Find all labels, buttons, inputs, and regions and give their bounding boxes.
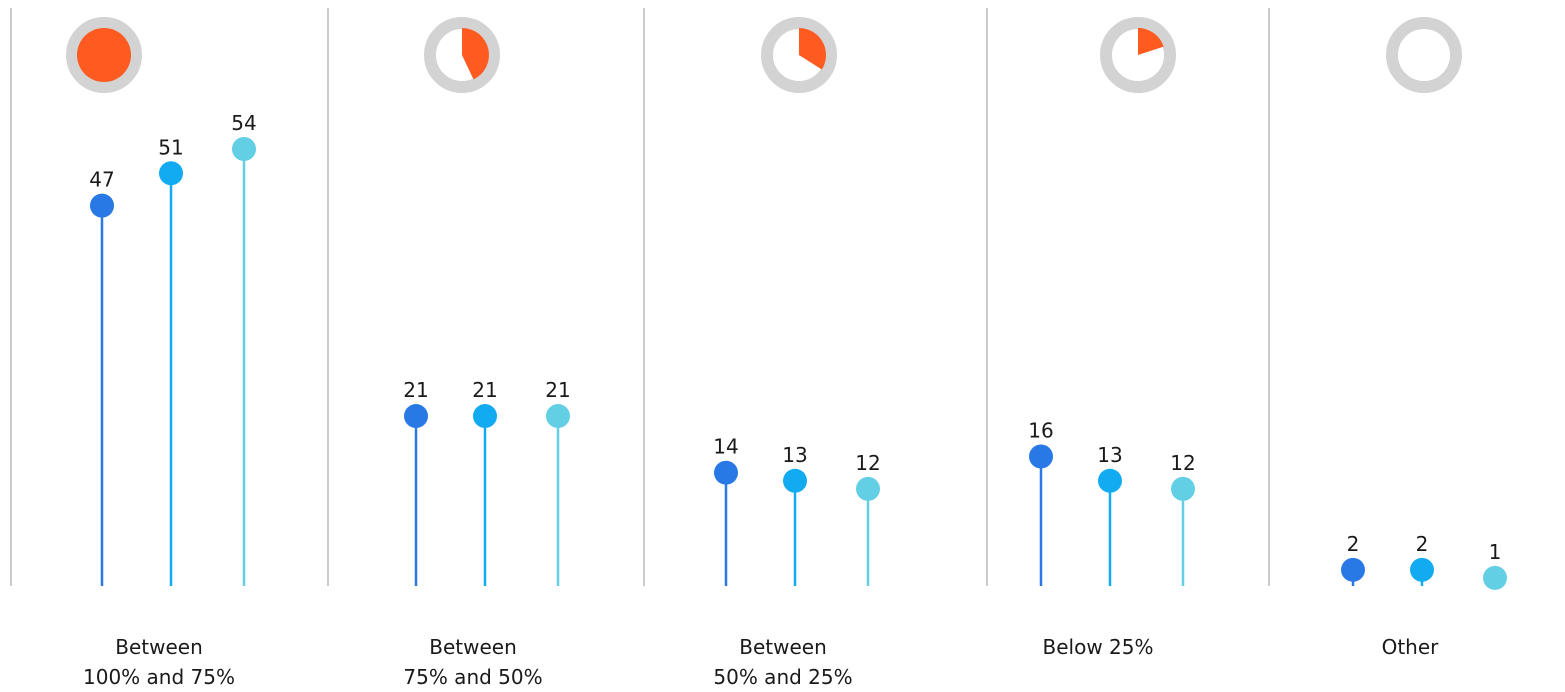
pie-ring-2: [761, 17, 837, 93]
data-label-g2-s1: 13: [782, 443, 807, 467]
lollipop-dot-g3-s2: [1171, 476, 1195, 501]
data-label-g4-s0: 2: [1347, 532, 1360, 556]
pie-ring-0: [66, 17, 142, 93]
data-label-g0-s1: 51: [158, 135, 183, 159]
category-label-1-line-1: 75% and 50%: [403, 665, 542, 688]
pie-ring-4: [1386, 17, 1462, 93]
pie-slice-3: [1138, 28, 1164, 55]
lollipop-dot-g0-s0: [90, 193, 114, 218]
category-label-4-line-0: Other: [1382, 635, 1440, 659]
lollipop-dot-g0-s1: [159, 161, 183, 186]
lollipop-dot-g1-s1: [473, 404, 497, 429]
lollipop-dot-g2-s1: [783, 468, 807, 493]
data-label-g1-s1: 21: [472, 378, 497, 402]
data-label-g3-s1: 13: [1097, 443, 1122, 467]
lollipop-dot-g0-s2: [232, 137, 256, 161]
category-label-2-line-1: 50% and 25%: [713, 665, 852, 688]
data-label-g3-s2: 12: [1170, 451, 1195, 475]
category-label-0-line-0: Between: [115, 635, 203, 659]
data-label-g3-s0: 16: [1028, 419, 1053, 443]
category-label-2-line-0: Between: [739, 635, 827, 659]
lollipop-dot-g2-s0: [714, 460, 738, 485]
category-label-1-line-0: Between: [429, 635, 517, 659]
category-label-3-line-0: Below 25%: [1043, 635, 1154, 659]
pie-ring-3: [1100, 17, 1176, 93]
data-label-g0-s2: 54: [231, 111, 256, 135]
lollipop-dot-g4-s2: [1483, 565, 1507, 590]
data-label-g4-s1: 2: [1416, 532, 1429, 556]
pie-slice-0: [77, 28, 131, 82]
lollipop-dot-g1-s0: [404, 404, 428, 429]
lollipop-dot-g1-s2: [546, 404, 570, 429]
data-label-g2-s0: 14: [713, 435, 738, 459]
data-label-g4-s2: 1: [1489, 540, 1502, 564]
data-label-g0-s0: 47: [89, 168, 114, 192]
lollipop-dot-g4-s1: [1410, 557, 1434, 582]
pie-slice-2: [799, 28, 827, 70]
pie-slice-1: [462, 28, 490, 80]
category-label-0-line-1: 100% and 75%: [83, 665, 235, 688]
lollipop-dot-g3-s0: [1029, 444, 1053, 469]
lollipop-dot-g4-s0: [1341, 557, 1365, 582]
data-label-g1-s2: 21: [545, 378, 570, 402]
pie-ring-1: [424, 17, 500, 93]
lollipop-dot-g3-s1: [1098, 468, 1122, 493]
data-label-g2-s2: 12: [855, 451, 880, 475]
data-label-g1-s0: 21: [403, 378, 428, 402]
lollipop-dot-g2-s2: [856, 476, 880, 501]
